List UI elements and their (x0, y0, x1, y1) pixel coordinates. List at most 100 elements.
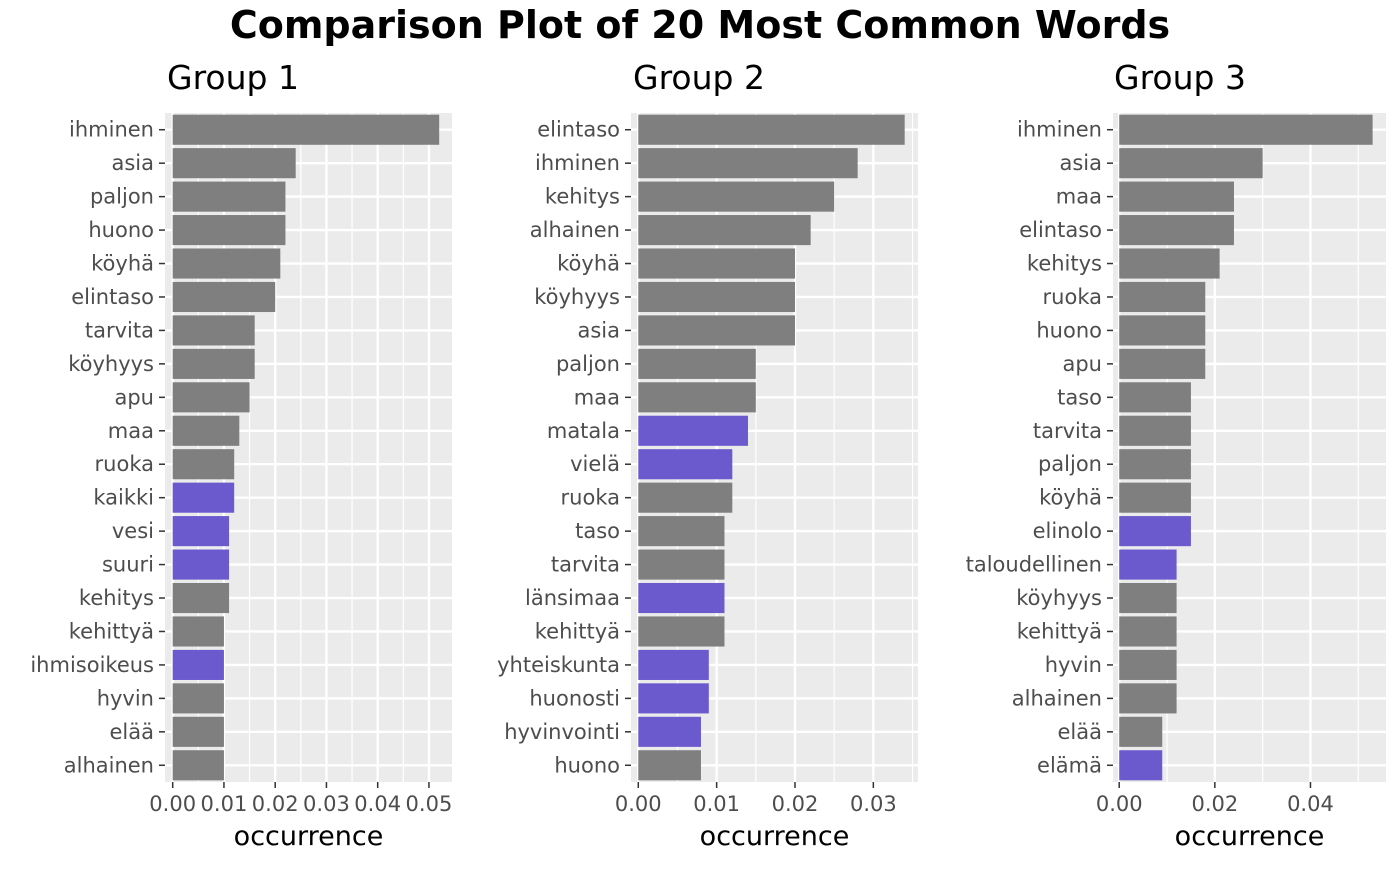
bar-alhainen (172, 750, 224, 781)
bar-elää (172, 716, 224, 747)
category-label: ihmisoikeus (30, 653, 154, 677)
category-label: elinolo (1033, 519, 1102, 543)
category-label: taso (1057, 385, 1102, 409)
bar-kehitys (638, 181, 835, 212)
bar-ruoka (1119, 281, 1206, 313)
bar-tarvita (638, 549, 725, 580)
category-label: elää (1058, 720, 1103, 744)
category-label: asia (111, 151, 154, 175)
x-tick-label: 0.05 (406, 792, 453, 816)
category-label: ihminen (69, 118, 154, 142)
bar-köyhyys (1119, 582, 1177, 614)
category-label: vielä (570, 452, 620, 476)
x-tick-label: 0.00 (149, 792, 196, 816)
category-label: kehitys (545, 185, 620, 209)
bar-maa (172, 415, 240, 446)
category-label: hyvin (97, 686, 154, 710)
bar-huonosti (638, 683, 709, 714)
category-label: länsimaa (525, 586, 620, 610)
bar-köyhä (1119, 482, 1191, 513)
category-label: elintaso (1019, 218, 1102, 242)
category-label: huono (88, 218, 154, 242)
category-label: paljon (1038, 452, 1102, 476)
bar-köyhä (638, 248, 795, 279)
bar-suuri (172, 549, 230, 580)
category-label: yhteiskunta (497, 653, 620, 677)
bar-elää (1119, 716, 1163, 747)
category-label: ruoka (1043, 285, 1102, 309)
category-label: apu (114, 385, 154, 409)
category-label: taso (575, 519, 620, 543)
category-label: elintaso (537, 118, 620, 142)
bar-kehitys (172, 582, 230, 614)
category-label: apu (1062, 352, 1102, 376)
chart-title: Comparison Plot of 20 Most Common Words (230, 3, 1170, 47)
bar-kaikki (172, 482, 235, 513)
bar-tarvita (172, 315, 255, 346)
bar-elinolo (1119, 516, 1191, 547)
bar-elintaso (1119, 215, 1234, 246)
category-label: maa (1056, 185, 1102, 209)
category-label: tarvita (551, 553, 620, 577)
x-tick-label: 0.02 (1191, 792, 1238, 816)
category-label: hyvinvointi (504, 720, 620, 744)
category-label: suuri (102, 553, 154, 577)
panel-title: Group 1 (167, 58, 299, 97)
category-label: huono (1036, 318, 1102, 342)
category-label: maa (108, 419, 154, 443)
x-axis-title: occurrence (1175, 821, 1325, 852)
bar-taso (638, 516, 725, 547)
bar-länsimaa (638, 582, 725, 614)
category-label: paljon (90, 185, 154, 209)
bar-paljon (638, 348, 756, 379)
category-label: elämä (1037, 753, 1102, 777)
category-label: tarvita (85, 318, 154, 342)
bar-huono (172, 215, 286, 246)
category-label: vesi (112, 519, 154, 543)
category-label: maa (574, 385, 620, 409)
x-tick-label: 0.04 (1287, 792, 1334, 816)
bar-ihminen (172, 114, 440, 145)
panel-title: Group 2 (633, 58, 765, 97)
bar-huono (638, 750, 701, 781)
bar-elämä (1119, 750, 1163, 781)
category-label: hyvin (1045, 653, 1102, 677)
bar-ruoka (638, 482, 733, 513)
x-tick-label: 0.03 (850, 792, 897, 816)
category-label: köyhyys (1016, 586, 1102, 610)
bar-apu (172, 382, 250, 413)
bar-yhteiskunta (638, 649, 709, 680)
bar-taloudellinen (1119, 549, 1177, 580)
category-label: alhainen (1012, 686, 1102, 710)
category-label: ruoka (95, 452, 154, 476)
category-label: köyhä (1039, 486, 1102, 510)
bar-paljon (172, 181, 286, 212)
category-label: huonosti (529, 686, 620, 710)
bar-asia (638, 315, 795, 346)
x-tick-label: 0.02 (252, 792, 299, 816)
bar-maa (1119, 181, 1234, 212)
x-tick-label: 0.03 (303, 792, 350, 816)
category-label: kehittyä (1017, 619, 1102, 643)
panel-group-2: elintaso ihminen kehitys alhainen köyhä köyhy… (497, 58, 918, 852)
bar-ruoka (172, 449, 235, 480)
x-tick-label: 0.02 (772, 792, 819, 816)
bar-paljon (1119, 449, 1191, 480)
category-label: kehittyä (535, 619, 620, 643)
category-label: ihminen (535, 151, 620, 175)
bar-köyhä (172, 248, 281, 279)
bar-vesi (172, 516, 230, 547)
panel-background (165, 113, 452, 782)
category-label: alhainen (530, 218, 620, 242)
bar-ihminen (638, 148, 858, 179)
bar-köyhyys (638, 281, 795, 313)
bar-elintaso (638, 114, 905, 145)
bar-vielä (638, 449, 733, 480)
x-tick-label: 0.01 (201, 792, 248, 816)
x-tick-label: 0.00 (615, 792, 662, 816)
bar-kehittyä (1119, 616, 1177, 647)
category-label: asia (577, 318, 620, 342)
x-axis-title: occurrence (234, 821, 384, 852)
